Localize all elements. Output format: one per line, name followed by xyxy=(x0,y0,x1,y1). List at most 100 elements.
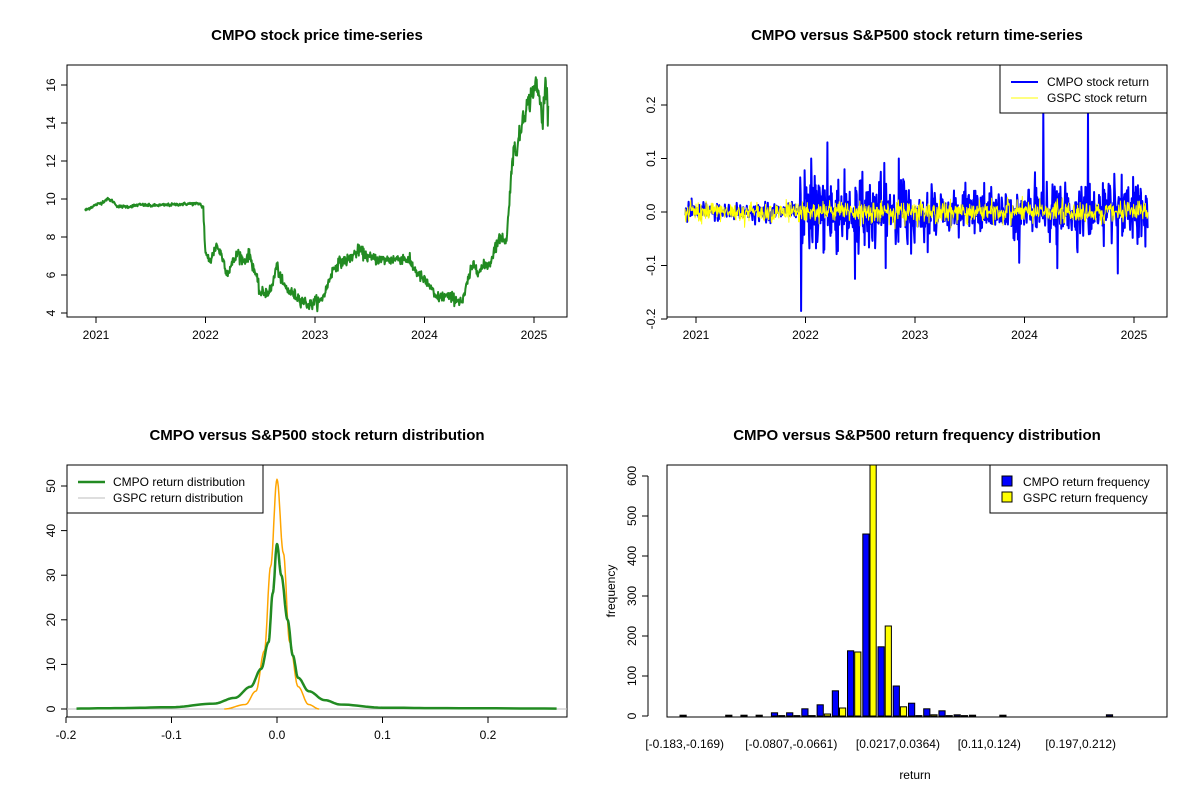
y-tick-label: 10 xyxy=(44,192,58,206)
x-tick-label: 2022 xyxy=(192,328,219,342)
cmpo-bar xyxy=(999,714,1007,717)
plot-frame xyxy=(66,64,568,318)
bars xyxy=(679,464,1114,717)
cmpo-bar xyxy=(786,712,794,717)
y-tick-label: 0.0 xyxy=(644,203,658,220)
y-tick-label: 200 xyxy=(625,626,639,646)
cmpo-density-line xyxy=(76,542,557,710)
cmpo-bar xyxy=(908,702,916,717)
x-tick-label: [-0.183,-0.169) xyxy=(645,737,724,751)
y-tick-label: 16 xyxy=(44,78,58,92)
cmpo-bar xyxy=(968,714,977,717)
y-axis: -0.2 -0.1 0.0 0.1 0.2 xyxy=(644,96,668,329)
x-tick-label: 2025 xyxy=(1121,328,1148,342)
x-tick-label: 2024 xyxy=(411,328,438,342)
cmpo-bar xyxy=(877,646,885,717)
legend-box xyxy=(66,464,264,514)
y-axis: 4 6 8 10 12 14 16 xyxy=(44,78,68,316)
y-tick-label: 12 xyxy=(44,154,58,168)
cmpo-bar xyxy=(725,714,733,717)
y-tick-label: 30 xyxy=(44,568,58,582)
gspc-bar xyxy=(899,706,908,717)
y-tick-label: 600 xyxy=(625,466,639,486)
x-tick-label: 0.1 xyxy=(374,728,391,742)
chart-title: CMPO versus S&P500 stock return distribu… xyxy=(149,427,484,444)
legend: CMPO return distribution GSPC return dist… xyxy=(66,464,264,514)
x-tick-label: 2025 xyxy=(521,328,548,342)
x-tick-label: [0.0217,0.0364) xyxy=(856,737,940,751)
y-tick-label: 20 xyxy=(44,613,58,627)
y-tick-label: 4 xyxy=(44,309,58,316)
x-axis: -0.2 -0.1 0.0 0.1 0.2 xyxy=(56,716,497,742)
y-tick-label: 6 xyxy=(44,271,58,278)
cmpo-bar xyxy=(679,714,687,717)
y-tick-label: 8 xyxy=(44,233,58,240)
legend-swatch-gspc xyxy=(1001,491,1013,503)
x-tick-label: [0.197,0.212) xyxy=(1045,737,1116,751)
y-axis: 0 100 200 300 400 500 600 xyxy=(625,466,649,719)
legend-label: CMPO stock return xyxy=(1047,75,1149,89)
x-tick-label: 2021 xyxy=(683,328,710,342)
gspc-return-line xyxy=(684,195,1149,230)
density-chart: CMPO versus S&P500 stock return distribu… xyxy=(44,427,568,742)
y-tick-label: 0 xyxy=(625,712,639,719)
legend-swatch-cmpo xyxy=(1001,475,1013,487)
legend-label: GSPC return frequency xyxy=(1023,491,1148,505)
x-tick-label: 2021 xyxy=(83,328,110,342)
y-tick-label: 40 xyxy=(44,524,58,538)
cmpo-bar xyxy=(892,685,900,717)
legend-label: GSPC return distribution xyxy=(113,491,243,505)
legend-label: CMPO return frequency xyxy=(1023,475,1150,489)
gspc-bar xyxy=(930,714,938,717)
chart-title: CMPO versus S&P500 stock return time-ser… xyxy=(751,27,1083,44)
x-tick-label: 0.2 xyxy=(480,728,497,742)
frequency-chart: CMPO versus S&P500 return frequency dist… xyxy=(604,427,1168,782)
cmpo-bar xyxy=(862,533,870,717)
y-tick-label: 10 xyxy=(44,657,58,671)
legend: CMPO return frequency GSPC return frequen… xyxy=(989,464,1168,514)
cmpo-bar xyxy=(740,714,748,717)
legend-label: GSPC stock return xyxy=(1047,91,1147,105)
gspc-bar xyxy=(869,464,877,717)
y-axis: 0 10 20 30 40 50 xyxy=(44,479,68,712)
cmpo-bar xyxy=(770,712,779,717)
y-tick-label: -0.1 xyxy=(644,255,658,276)
cmpo-bar xyxy=(831,690,839,717)
cmpo-bar xyxy=(953,714,961,717)
cmpo-bar xyxy=(938,710,946,717)
gspc-bar xyxy=(823,713,831,717)
x-tick-label: [0.11,0.124) xyxy=(958,737,1021,751)
price-line xyxy=(84,76,550,313)
gspc-density-line xyxy=(224,478,320,710)
cmpo-bar xyxy=(1105,714,1114,717)
chart-title: CMPO versus S&P500 return frequency dist… xyxy=(733,427,1101,444)
gspc-bar xyxy=(854,651,862,717)
returns-chart: CMPO versus S&P500 stock return time-ser… xyxy=(644,27,1168,342)
x-axis: 2021 2022 2023 2024 2025 xyxy=(83,316,548,342)
x-axis-label: return xyxy=(899,768,930,782)
x-tick-label: 0.0 xyxy=(269,728,286,742)
gspc-bar xyxy=(839,707,847,717)
legend: CMPO stock return GSPC stock return xyxy=(999,64,1168,114)
x-tick-label: [-0.0807,-0.0661) xyxy=(745,737,837,751)
y-axis-label: frequency xyxy=(604,565,618,618)
plot-frame xyxy=(666,464,1168,718)
y-tick-label: 300 xyxy=(625,586,639,606)
legend-label: CMPO return distribution xyxy=(113,475,245,489)
x-tick-label: 2023 xyxy=(302,328,329,342)
price-chart: CMPO stock price time-series 2021 2022 2023… xyxy=(44,27,568,342)
y-tick-label: 0 xyxy=(44,705,58,712)
y-tick-label: 0.2 xyxy=(644,96,658,113)
gspc-bar xyxy=(884,625,892,717)
y-tick-label: 500 xyxy=(625,506,639,526)
cmpo-bar xyxy=(923,708,931,717)
y-tick-label: 14 xyxy=(44,116,58,130)
x-tick-label: -0.2 xyxy=(56,728,77,742)
y-tick-label: 400 xyxy=(625,546,639,566)
x-tick-label: 2024 xyxy=(1011,328,1038,342)
cmpo-bar xyxy=(755,714,763,717)
y-tick-label: 100 xyxy=(625,666,639,686)
y-tick-label: -0.2 xyxy=(644,308,658,329)
